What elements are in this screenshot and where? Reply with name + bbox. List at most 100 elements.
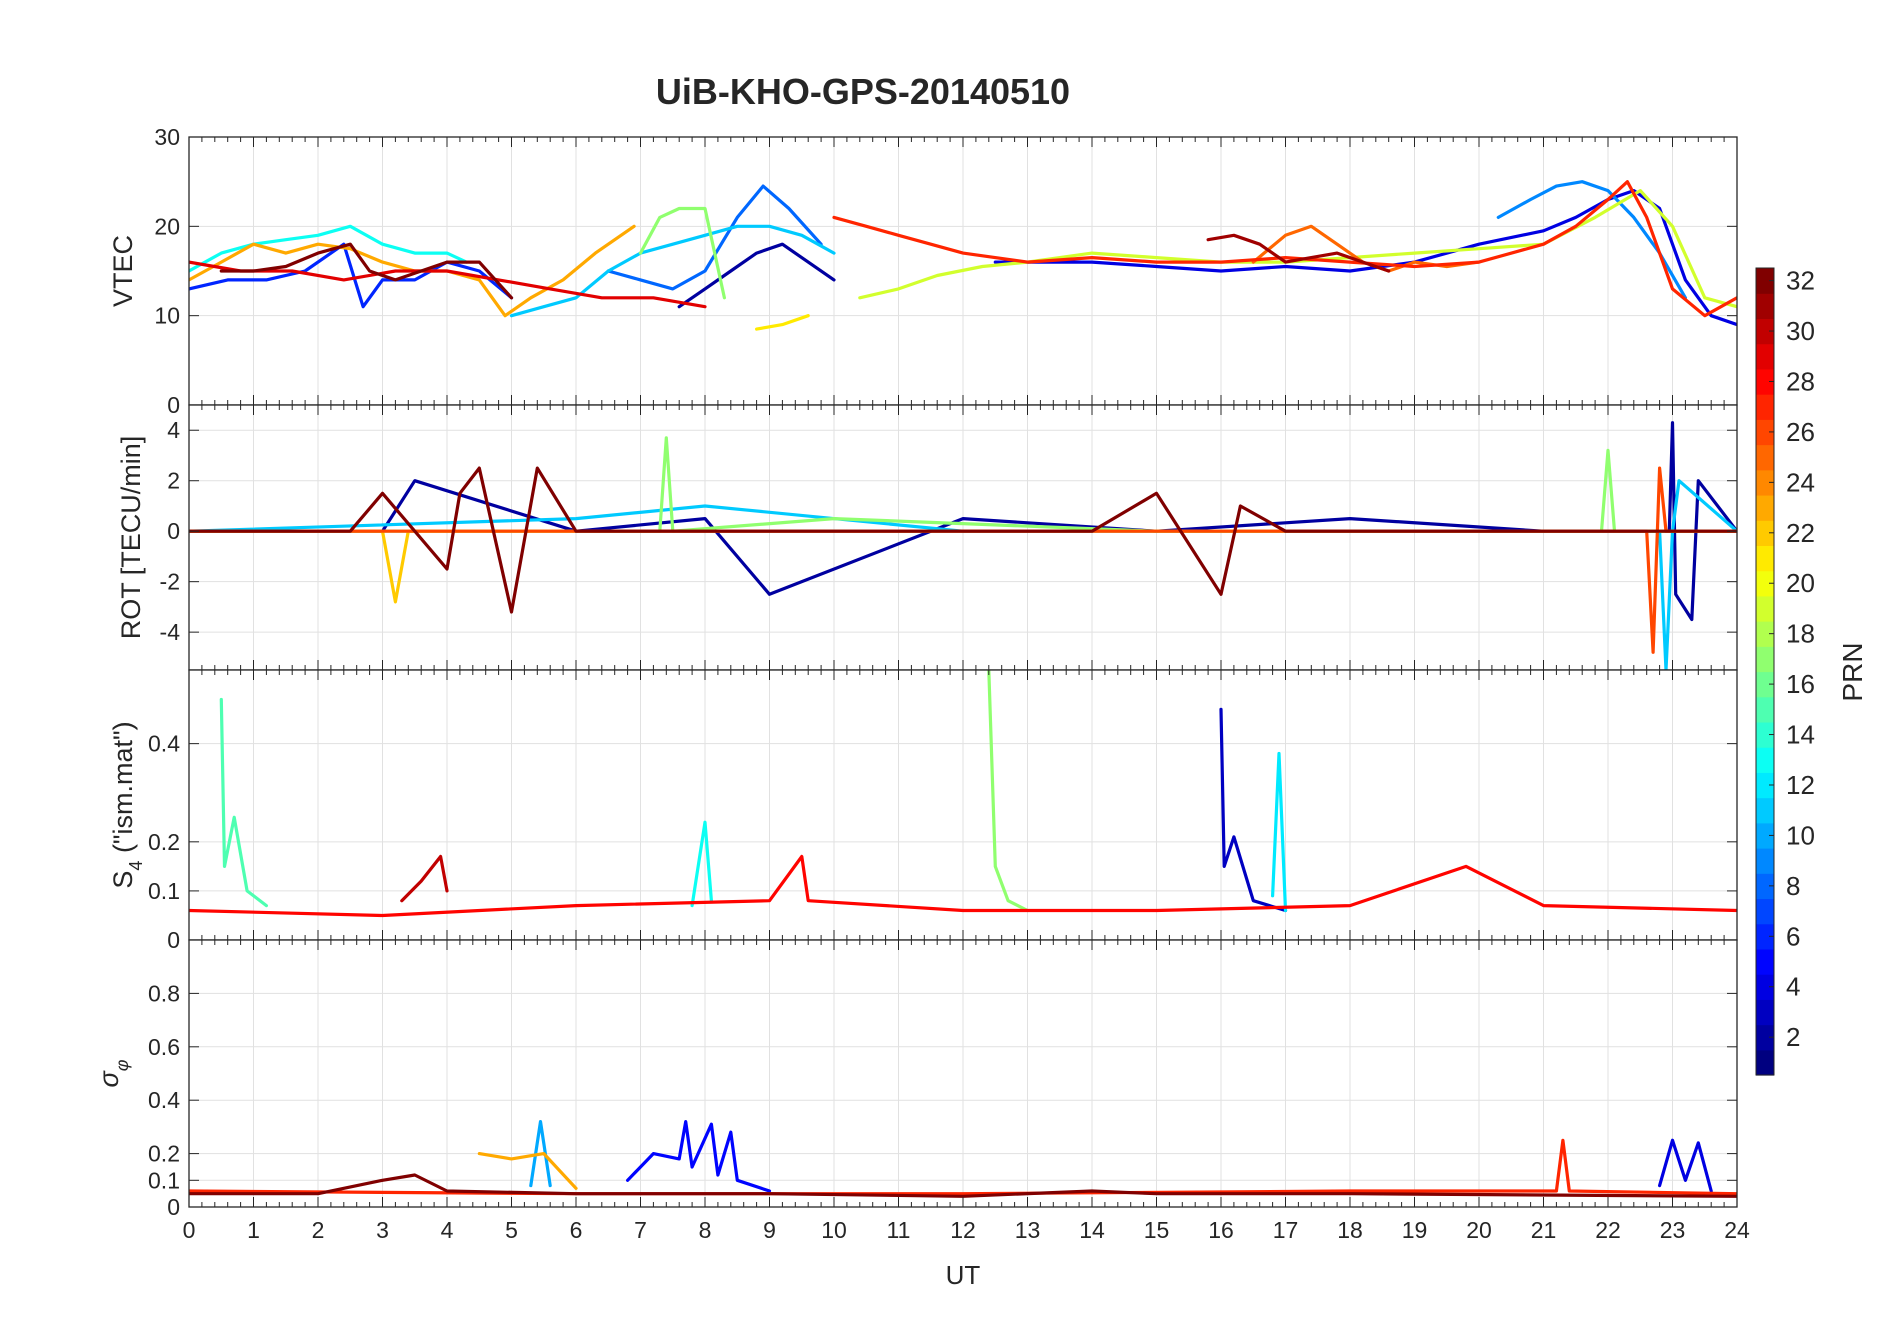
panel-s4-y-tick-label: 0.2 <box>148 829 180 855</box>
x-tick-label: 23 <box>1660 1217 1686 1243</box>
panel-sigma-y-tick-label: 0 <box>167 1194 180 1220</box>
panel-sigma: 00.10.2 0.4 0.6 0.8 σφ <box>94 939 1738 1220</box>
x-tick-label: 0 <box>183 1217 196 1243</box>
x-tick-label: 3 <box>376 1217 389 1243</box>
colorbar-tick-label: 10 <box>1786 820 1815 850</box>
panel-vtec-series-group <box>189 180 1737 331</box>
colorbar-segment <box>1756 797 1774 824</box>
panel-vtec-series-prn-29 <box>189 260 707 309</box>
panel-sigma-series-prn-23 <box>477 1152 578 1190</box>
x-tick-label: 11 <box>887 1217 911 1243</box>
colorbar-segment <box>1756 545 1774 572</box>
panel-sigma-series-prn-5 <box>626 1120 772 1193</box>
colorbar-segment <box>1756 923 1774 950</box>
x-tick-label: 1 <box>247 1217 260 1243</box>
x-tick-label: 21 <box>1531 1217 1557 1243</box>
panel-s4-series-prn-13 <box>690 820 713 908</box>
panel-s4-series-prn-3 <box>1219 707 1288 913</box>
panel-vtec-y-tick-label: 0 <box>167 392 180 418</box>
colorbar-tick-label: 26 <box>1786 417 1815 447</box>
colorbar-segment <box>1756 621 1774 647</box>
panel-s4-series-prn-30 <box>400 854 449 903</box>
panel-vtec-series-prn-6 <box>189 242 514 309</box>
colorbar-segment <box>1756 469 1774 496</box>
colorbar-tick-label: 30 <box>1786 316 1815 346</box>
panel-sigma-y-tick-label: 0.6 <box>148 1034 180 1060</box>
x-tick-label: 22 <box>1595 1217 1621 1243</box>
panel-rot-y-tick-label: 0 <box>167 518 180 544</box>
panel-sigma-y-tick-label: 0.1 <box>148 1167 180 1193</box>
x-tick-label: 8 <box>699 1217 712 1243</box>
colorbar-segment <box>1756 343 1774 370</box>
colorbar-segment <box>1756 1024 1774 1051</box>
panel-s4-series-prn-28 <box>189 854 1737 918</box>
colorbar-segment <box>1756 494 1774 521</box>
colorbar-segment <box>1756 646 1774 673</box>
colorbar-tick-label: 8 <box>1786 871 1800 901</box>
colorbar-segment <box>1756 696 1774 723</box>
panel-sigma-series-group <box>189 1120 1737 1198</box>
x-tick-label: 9 <box>763 1217 776 1243</box>
panel-vtec-y-tick-label: 30 <box>154 124 180 150</box>
panel-vtec-y-axis-label: VTEC <box>108 235 138 307</box>
panel-sigma-series-prn-32 <box>189 1173 1737 1198</box>
colorbar-segment <box>1756 394 1774 420</box>
panel-sigma-series-prn-4 <box>1658 1138 1713 1193</box>
panel-vtec-series-prn-13 <box>189 224 468 273</box>
panel-s4-y-tick-label: 0 <box>167 927 180 953</box>
colorbar-frame <box>1755 267 1775 1076</box>
panel-vtec-y-tick-label: 20 <box>154 213 180 239</box>
colorbar-segment <box>1756 1049 1774 1076</box>
x-axis-label: UT <box>946 1260 981 1290</box>
colorbar-tick-label: 28 <box>1786 366 1815 396</box>
panel-vtec-series-prn-9 <box>1496 180 1687 300</box>
colorbar-segment <box>1756 721 1774 748</box>
panel-vtec-series-prn-2 <box>677 242 836 309</box>
panel-vtec-series-prn-4 <box>993 189 1737 327</box>
panel-vtec-series-prn-21 <box>755 314 810 331</box>
colorbar-tick-label: 18 <box>1786 619 1815 649</box>
x-tick-label: 6 <box>570 1217 583 1243</box>
x-tick-label: 15 <box>1144 1217 1170 1243</box>
x-tick-label: 13 <box>1015 1217 1041 1243</box>
colorbar-segment <box>1756 974 1774 1000</box>
panel-s4-series-prn-12 <box>1271 751 1288 913</box>
panel-rot-y-axis-label: ROT [TECU/min] <box>116 436 146 640</box>
panel-sigma-y-tick-label: 0.8 <box>148 980 180 1006</box>
colorbar-segment <box>1756 570 1774 597</box>
panel-vtec-series-prn-31 <box>1206 233 1391 273</box>
panel-rot-y-tick-label: 2 <box>167 468 180 494</box>
panel-vtec: 0 10 20 30 VTEC <box>108 124 1738 418</box>
panel-rot-y-tick-label: -2 <box>160 569 180 595</box>
panel-sigma-y-axis-label: σφ <box>94 1059 132 1087</box>
panel-sigma-y-tick-label: 0.2 <box>148 1141 180 1167</box>
x-tick-label: 17 <box>1273 1217 1299 1243</box>
x-tick-label: 12 <box>950 1217 976 1243</box>
colorbar-segment <box>1756 293 1774 320</box>
x-tick-label: 20 <box>1466 1217 1492 1243</box>
panel-s4-series-group <box>189 670 1737 918</box>
panel-vtec-series-prn-8 <box>606 184 823 291</box>
panel-rot-series-group <box>189 421 1737 670</box>
colorbar-tick-label: 6 <box>1786 921 1800 951</box>
panel-vtec-series-prn-17 <box>638 206 726 300</box>
colorbar-tick-label: 14 <box>1786 720 1815 750</box>
x-tick-label: 2 <box>312 1217 325 1243</box>
panel-rot-y-tick-label: 4 <box>167 417 180 443</box>
panel-s4-y-tick-label: 0.4 <box>148 731 180 757</box>
colorbar-segment <box>1756 444 1774 471</box>
colorbar-tick-label: 16 <box>1786 669 1815 699</box>
x-tick-label: 5 <box>505 1217 518 1243</box>
panel-vtec-series-prn-32 <box>219 242 514 300</box>
x-tick-label: 4 <box>441 1217 454 1243</box>
colorbar-segment <box>1756 999 1774 1026</box>
colorbar-tick-label: 24 <box>1786 467 1815 497</box>
colorbar-segment <box>1756 873 1774 900</box>
panel-s4-y-axis-label: S4 ("ism.mat") <box>108 721 146 888</box>
panel-s4-series-prn-17 <box>987 670 1030 913</box>
colorbar-label: PRN <box>1837 642 1868 701</box>
panel-vtec-series-prn-27 <box>832 180 1737 318</box>
